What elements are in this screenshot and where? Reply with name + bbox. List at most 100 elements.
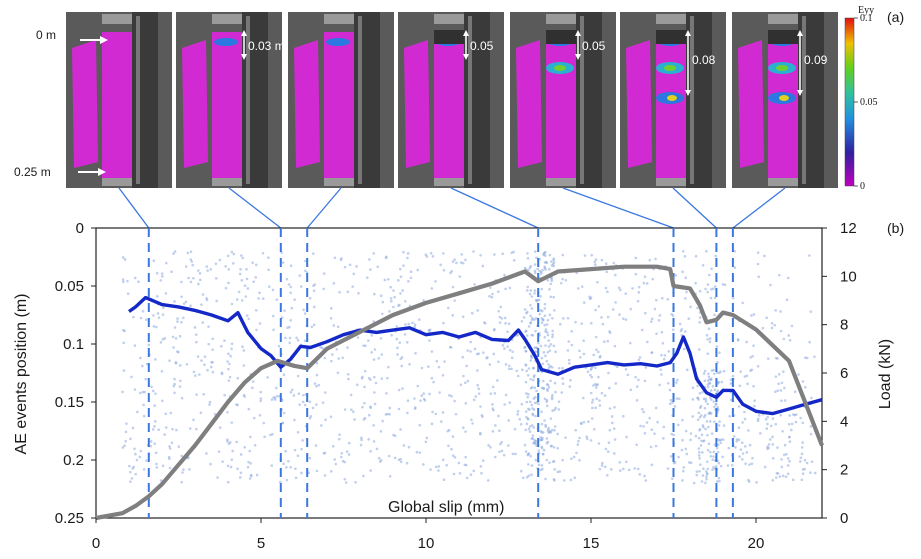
strain-field-specimen <box>768 32 798 178</box>
ae-event-point <box>240 278 244 282</box>
ae-event-point <box>370 334 374 337</box>
ae-event-point <box>525 311 528 315</box>
ae-event-point <box>373 391 376 394</box>
ae-event-point <box>763 465 767 469</box>
ae-event-point <box>530 318 534 322</box>
ae-event-point <box>590 253 594 257</box>
ae-event-point <box>472 469 476 473</box>
ae-event-point <box>716 405 719 409</box>
ae-event-point <box>285 478 289 482</box>
ae-event-point <box>445 463 448 467</box>
ae-event-point <box>551 409 554 412</box>
ae-event-point <box>142 403 145 407</box>
ae-event-point <box>284 336 287 340</box>
ae-event-point <box>207 342 210 346</box>
ae-event-point <box>561 366 564 370</box>
y-left-tick-label: 0.05 <box>55 278 84 295</box>
ae-event-point <box>545 359 549 363</box>
ae-event-point <box>215 299 218 303</box>
ae-event-point <box>629 341 632 345</box>
ae-event-point <box>553 479 556 482</box>
ae-event-point <box>498 315 502 319</box>
ae-event-point <box>399 357 403 361</box>
ae-event-point <box>529 314 532 318</box>
ae-event-point <box>636 467 640 471</box>
ae-event-point <box>550 260 553 263</box>
ae-event-point <box>182 316 185 320</box>
ae-event-point <box>469 350 472 353</box>
ae-event-point <box>523 443 527 447</box>
ae-event-point <box>231 449 234 453</box>
ae-event-point <box>726 464 730 467</box>
arrow-head-up <box>685 30 691 36</box>
ae-event-point <box>178 334 182 338</box>
ae-event-point <box>392 289 395 292</box>
ae-event-point <box>525 369 529 373</box>
ae-event-point <box>230 342 234 346</box>
ae-event-point <box>499 442 502 446</box>
ae-event-point <box>427 365 430 368</box>
ae-event-point <box>534 317 538 320</box>
ae-event-point <box>379 430 383 433</box>
ae-event-point <box>549 295 553 299</box>
ae-event-point <box>554 350 557 354</box>
ae-event-point <box>624 292 628 295</box>
ae-event-point <box>194 374 197 377</box>
ae-event-point <box>648 258 652 262</box>
ae-event-point <box>206 368 209 372</box>
ae-event-point <box>131 467 134 470</box>
ae-event-point <box>379 294 383 298</box>
ae-event-point <box>733 266 737 269</box>
ae-event-point <box>311 406 315 410</box>
ae-event-point <box>544 328 548 331</box>
ae-event-point <box>418 451 422 454</box>
ae-event-point <box>373 402 377 406</box>
ae-event-point <box>705 420 709 423</box>
ae-event-point <box>479 431 482 435</box>
ae-event-point <box>547 385 551 389</box>
ae-event-point <box>624 368 628 371</box>
ae-event-point <box>533 289 537 292</box>
load-line <box>95 264 824 521</box>
ae-event-point <box>392 305 395 309</box>
ae-event-point <box>389 299 393 303</box>
ae-event-point <box>589 368 593 371</box>
grip-bottom <box>434 176 464 186</box>
ae-event-point <box>435 359 439 363</box>
ae-event-point <box>303 339 307 343</box>
ae-event-point <box>574 428 578 432</box>
ae-event-point <box>235 403 238 406</box>
ae-event-point <box>532 397 536 400</box>
ae-event-point <box>575 451 578 455</box>
ae-event-point <box>544 423 547 427</box>
ae-event-point <box>595 348 598 351</box>
ae-event-point <box>678 397 681 401</box>
ae-event-point <box>182 302 186 306</box>
ae-event-point <box>200 359 203 362</box>
ae-event-point <box>708 273 711 277</box>
ae-event-point <box>346 372 350 376</box>
ae-event-point <box>550 279 554 282</box>
ae-event-point <box>160 275 164 278</box>
y-right-tick-label: 12 <box>840 220 857 237</box>
ae-event-point <box>180 396 184 400</box>
ae-event-point <box>567 340 571 343</box>
ae-event-point <box>531 424 534 427</box>
ae-event-point <box>439 420 443 423</box>
ae-event-point <box>441 411 445 414</box>
ae-event-point <box>698 463 702 466</box>
ae-event-point <box>296 338 300 342</box>
grip-bottom <box>546 176 576 186</box>
ae-event-point <box>545 404 549 408</box>
ae-event-point <box>373 375 376 379</box>
ae-event-point <box>810 460 814 463</box>
ae-event-point <box>714 403 718 406</box>
ae-event-point <box>510 251 514 255</box>
displacement-label: 0.03 mm <box>248 39 295 53</box>
ae-event-point <box>524 349 528 353</box>
ae-event-point <box>130 375 133 379</box>
ae-event-point <box>549 444 553 448</box>
ae-event-point <box>372 424 375 427</box>
ae-event-point <box>780 465 784 469</box>
ae-event-point <box>551 262 555 266</box>
